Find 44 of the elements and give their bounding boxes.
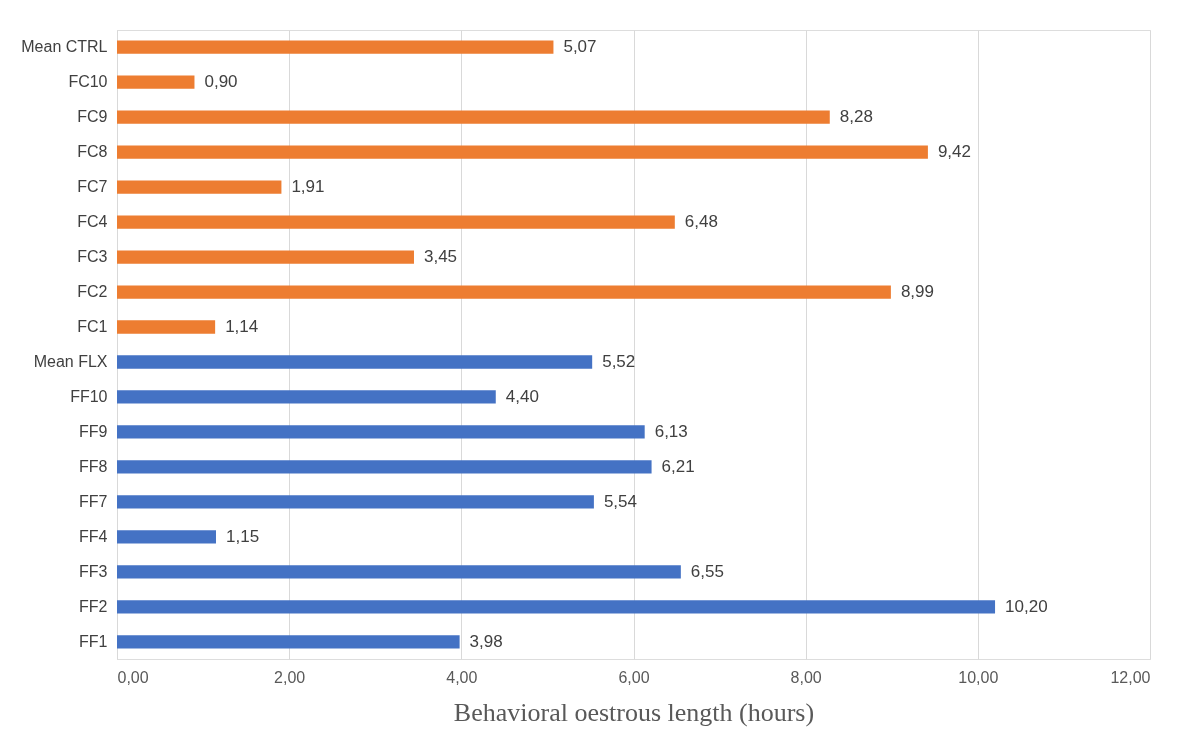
data-label: 6,55: [690, 561, 724, 581]
data-label: 6,48: [684, 212, 718, 232]
x-tick-label: 0,00: [117, 668, 149, 686]
data-label: 4,40: [505, 386, 539, 406]
y-tick-label: FC3: [77, 248, 108, 266]
data-label: 10,20: [1005, 596, 1048, 616]
y-tick-label: FC10: [68, 73, 108, 91]
x-tick-label: 2,00: [274, 668, 306, 686]
y-tick-label: FF9: [79, 422, 108, 440]
y-tick-label: Mean FLX: [33, 352, 108, 370]
y-tick-label: FC8: [77, 143, 108, 161]
y-tick-label: FF8: [79, 457, 108, 475]
data-label: 8,99: [900, 282, 934, 302]
x-tick-label: 4,00: [446, 668, 478, 686]
data-label: 8,28: [839, 107, 873, 127]
data-label: 0,90: [204, 72, 238, 92]
data-label: 1,15: [226, 526, 260, 546]
x-tick-label: 10,00: [958, 668, 999, 686]
data-label: 1,91: [291, 177, 325, 197]
data-label: 6,21: [661, 456, 695, 476]
y-tick-label: FC4: [77, 213, 108, 231]
y-tick-label: FF10: [70, 387, 108, 405]
y-tick-label: FF2: [79, 597, 108, 615]
data-label: 5,52: [602, 351, 636, 371]
x-tick-label: 12,00: [1110, 668, 1151, 686]
y-tick-label: FC7: [77, 178, 108, 196]
data-label: 5,54: [603, 491, 637, 511]
x-tick-label: 8,00: [790, 668, 822, 686]
y-tick-label: FF7: [79, 492, 108, 510]
y-tick-label: Mean CTRL: [21, 38, 108, 56]
y-tick-label: FC9: [77, 108, 108, 126]
y-tick-label: FC1: [77, 318, 108, 336]
data-label: 1,14: [225, 317, 259, 337]
x-axis-title: Behavioral oestrous length (hours): [453, 697, 815, 727]
y-tick-label: FF3: [79, 562, 108, 580]
data-label: 5,07: [563, 37, 597, 57]
data-label: 3,45: [423, 247, 458, 267]
data-label: 6,13: [654, 421, 688, 441]
x-tick-label: 6,00: [618, 668, 650, 686]
y-tick-label: FF1: [79, 632, 108, 650]
y-tick-label: FC2: [77, 283, 108, 301]
y-tick-label: FF4: [79, 527, 108, 545]
data-label: 3,98: [469, 631, 503, 651]
data-label: 9,42: [937, 142, 971, 162]
